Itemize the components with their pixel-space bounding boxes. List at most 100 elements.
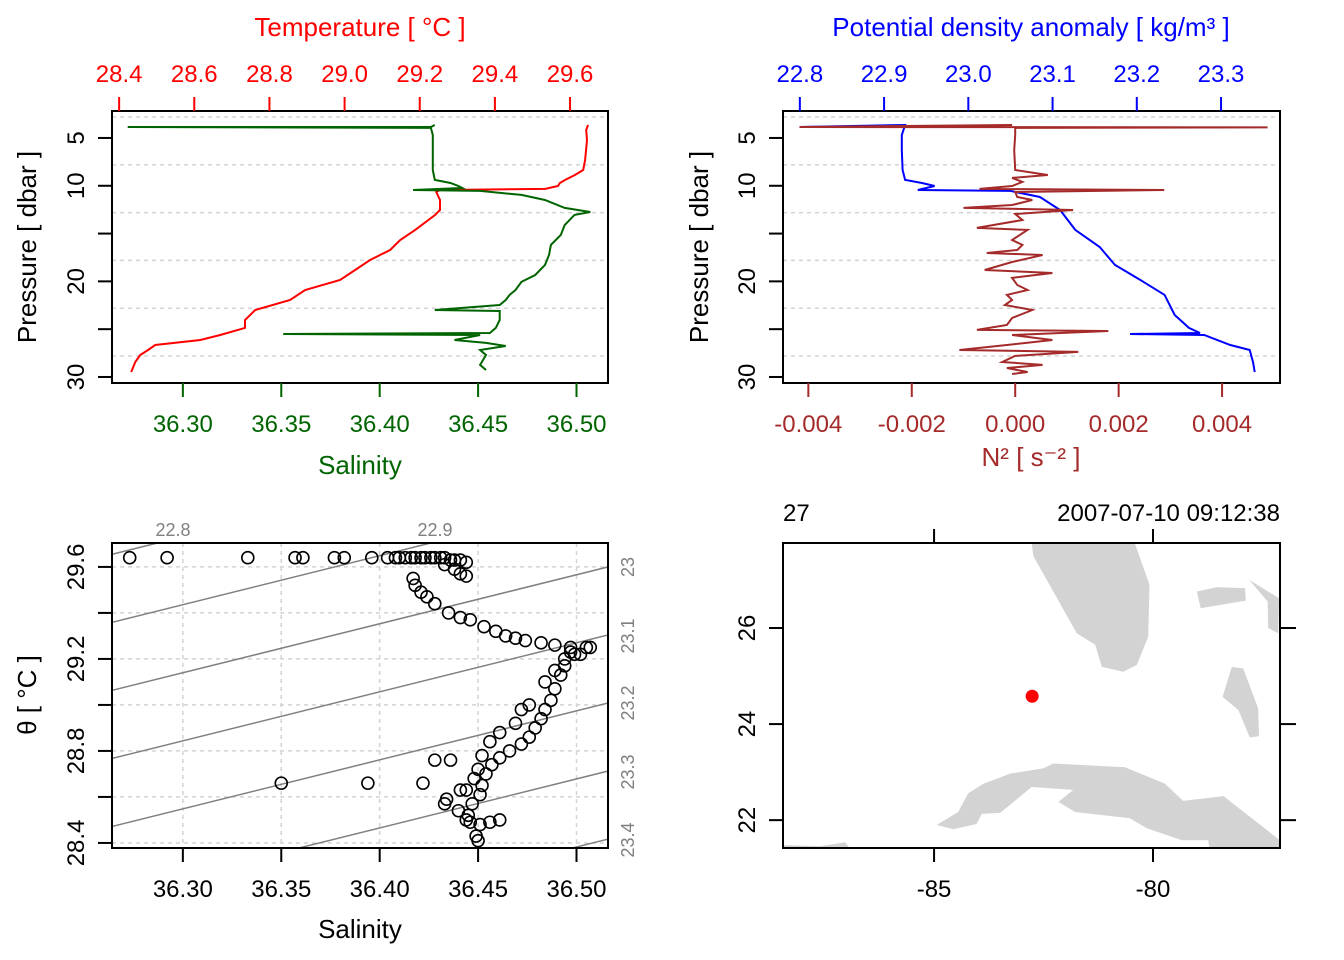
pressure-axis-2-tick-label: 10	[734, 172, 761, 199]
n2-axis-tick-label: 0.004	[1192, 411, 1252, 438]
ts-data-point	[471, 762, 485, 777]
ts-data-point	[288, 550, 302, 565]
salinity-axis-tick-label: 36.45	[448, 411, 508, 438]
ts-data-point	[548, 663, 562, 678]
ts-data-point	[414, 550, 428, 565]
isopycnal-label: 23.2	[618, 685, 638, 720]
land-polygon	[1031, 543, 1150, 672]
latitude-axis-tick-label: 22	[734, 807, 761, 834]
latitude-axis-tick-label: 24	[734, 711, 761, 738]
land-polygon	[1222, 666, 1259, 738]
ts-data-point	[502, 744, 517, 758]
density-axis-tick-label: 23.3	[1198, 61, 1245, 88]
ts-data-point	[498, 629, 513, 643]
salinity-axis-tick-label: 36.35	[251, 411, 311, 438]
ts-data-point	[475, 748, 489, 763]
temperature-axis-tick-label: 29.4	[472, 61, 519, 88]
theta-axis-tick-label: 29.2	[63, 636, 90, 683]
pressure-axis-2-tick-label: 30	[734, 364, 761, 391]
ts-data-point	[548, 638, 562, 652]
ts-data-point	[522, 698, 537, 712]
land-polygon	[783, 842, 850, 848]
map-panel-frame	[782, 542, 1281, 849]
profile-panel-frame	[111, 110, 609, 384]
ts-data-point	[492, 813, 507, 827]
ts-data-point	[473, 787, 487, 802]
isopycnal-label: 22.8	[155, 520, 190, 540]
ts-data-point	[518, 633, 533, 648]
ts-data-point	[514, 702, 529, 717]
theta-axis-title: θ [ °C ]	[12, 655, 42, 735]
temperature-axis-title: Temperature [ °C ]	[254, 12, 465, 42]
ts-salinity-axis-tick-label: 36.45	[448, 876, 508, 903]
isopycnal-label: 23.3	[618, 754, 638, 789]
ts-data-point	[538, 702, 552, 717]
isopycnal-line	[112, 634, 608, 760]
ts-data-point	[508, 716, 523, 731]
ts-data-point	[583, 640, 598, 655]
land-polygon	[936, 763, 1280, 848]
ts-data-point	[522, 730, 537, 744]
ts-data-point	[492, 725, 507, 740]
temperature-axis-tick-label: 28.6	[171, 61, 218, 88]
n2-profile-line	[799, 124, 1268, 375]
isopycnal-line	[112, 543, 434, 624]
pressure-axis-2-tick-label: 5	[734, 131, 761, 144]
density-axis-tick-label: 22.9	[861, 61, 908, 88]
ts-data-point	[563, 640, 578, 655]
ts-data-point	[337, 550, 352, 565]
latitude-axis-tick-label: 26	[734, 615, 761, 642]
ts-data-point	[365, 550, 379, 565]
ts-data-point	[459, 555, 474, 570]
density-profile-line	[799, 123, 1256, 373]
ts-data-point	[557, 652, 572, 666]
ts-data-point	[420, 590, 434, 604]
n2-axis-tick-label: -0.002	[878, 411, 946, 438]
ts-data-point	[361, 776, 375, 790]
ts-data-point	[427, 550, 442, 565]
ts-data-point	[463, 613, 478, 627]
temperature-axis-tick-label: 29.6	[547, 61, 594, 88]
ts-data-point	[459, 783, 474, 797]
ts-data-point	[398, 550, 413, 565]
ts-data-point	[483, 734, 497, 749]
station-number: 27	[783, 500, 810, 527]
n2-axis-title: N² [ s⁻² ]	[982, 442, 1081, 472]
ts-salinity-axis-tick-label: 36.30	[153, 876, 213, 903]
ts-data-point	[408, 550, 422, 565]
ts-data-point	[404, 550, 418, 565]
ts-data-point	[573, 647, 588, 662]
ts-data-point	[433, 550, 448, 565]
ts-data-point	[388, 550, 403, 565]
temperature-axis-tick-label: 29.0	[321, 61, 368, 88]
n2-axis-tick-label: -0.004	[774, 411, 842, 438]
land-polygon	[1196, 587, 1246, 609]
temperature-profile-line	[130, 124, 590, 373]
isopycnal-label: 23.1	[618, 618, 638, 653]
n2-axis-tick-label: 0.000	[985, 411, 1045, 438]
ts-data-point	[437, 550, 452, 565]
ts-data-point	[475, 778, 489, 793]
isopycnal-label: 22.9	[417, 520, 452, 540]
salinity-axis-tick-label: 36.30	[153, 411, 213, 438]
ts-data-point	[459, 569, 474, 583]
pressure-axis-title: Pressure [ dbar ]	[12, 151, 42, 343]
ts-data-point	[437, 797, 452, 811]
land-polygon	[1249, 580, 1280, 634]
theta-axis-tick-label: 28.8	[63, 728, 90, 775]
ts-data-point	[418, 550, 432, 565]
ts-data-point	[122, 550, 137, 565]
station-datetime: 2007-07-10 09:12:38	[1057, 500, 1280, 527]
ts-data-point	[477, 619, 491, 634]
isopycnal-label: 23.4	[618, 822, 638, 857]
ts-data-point	[427, 753, 442, 767]
ts-salinity-axis-tick-label: 36.50	[546, 876, 606, 903]
pressure-axis-tick-label: 5	[63, 131, 90, 144]
salinity-axis-tick-label: 36.40	[350, 411, 410, 438]
salinity-axis-title: Salinity	[318, 450, 402, 480]
density-axis-tick-label: 23.1	[1029, 61, 1076, 88]
ts-data-point	[241, 550, 255, 565]
ts-data-point	[514, 737, 529, 751]
ts-data-point	[427, 596, 442, 611]
ts-data-point	[453, 610, 468, 625]
